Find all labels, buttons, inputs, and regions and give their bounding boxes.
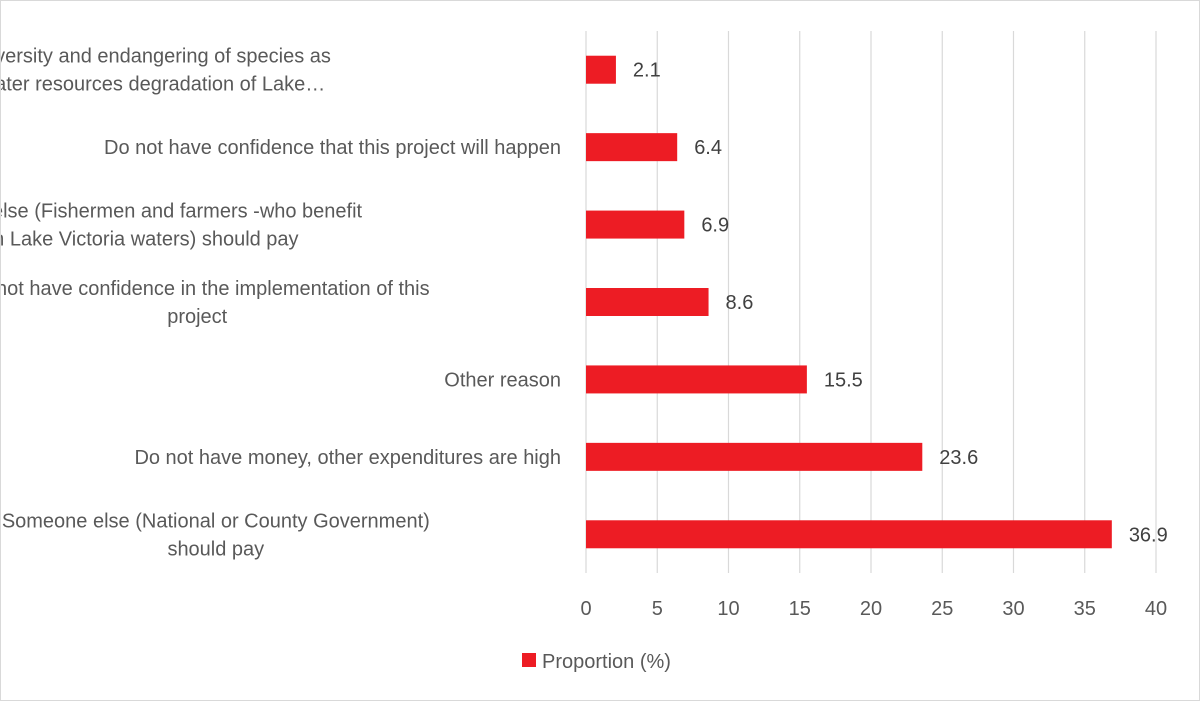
bar-1 [586,133,678,162]
category-label-3-line-0: Do not have confidence in the implementa… [1,278,430,300]
bar-6 [586,520,1112,549]
bar-4 [586,365,807,394]
category-label-5-line-0: Do not have money, other expenditures ar… [134,447,561,469]
x-tick-label-3: 15 [789,598,811,620]
data-label-6: 36.9 [1129,524,1168,546]
category-label-6-line-1: should pay [167,538,264,560]
category-label-5: Do not have money, other expenditures ar… [134,447,561,469]
x-tick-label-4: 20 [860,598,882,620]
x-tick-label-8: 40 [1145,598,1167,620]
data-label-5: 23.6 [939,447,978,469]
category-label-0-line-0: Declining biodiversity and endangering o… [1,46,331,68]
bar-2 [586,210,685,239]
bar-5 [586,442,923,471]
data-label-4: 15.5 [824,369,863,391]
category-label-0: Declining biodiversity and endangering o… [1,46,331,96]
x-tick-label-0: 0 [580,598,591,620]
legend: Proportion (%) [522,651,671,673]
category-label-4: Other reason [444,369,561,391]
x-axis-tick-labels: 0 5 10 15 20 25 30 35 40 [580,598,1167,620]
x-tick-label-2: 10 [717,598,739,620]
category-label-1-line-0: Do not have confidence that this project… [104,137,561,159]
bars [586,55,1112,549]
category-label-3: Do not have confidence in the implementa… [1,278,430,328]
category-labels: Declining biodiversity and endangering o… [1,46,561,561]
data-labels: 2.1 6.4 6.9 8.6 15.5 23.6 36.9 [633,60,1168,547]
x-tick-label-7: 35 [1074,598,1096,620]
data-label-0: 2.1 [633,60,661,82]
legend-swatch [522,653,536,667]
x-tick-label-5: 25 [931,598,953,620]
data-label-2: 6.9 [701,215,729,237]
category-label-2-line-0: Someone else (Fishermen and farmers -who… [1,201,363,223]
x-tick-label-6: 30 [1002,598,1024,620]
category-label-1: Do not have confidence that this project… [104,137,561,159]
category-label-3-line-1: project [167,306,227,328]
data-label-3: 8.6 [726,292,754,314]
category-label-0-line-1: the result of water resources degradatio… [1,74,325,96]
data-label-1: 6.4 [694,137,722,159]
legend-label: Proportion (%) [542,651,671,673]
bar-0 [586,55,616,84]
category-label-4-line-0: Other reason [444,369,561,391]
x-tick-label-1: 5 [652,598,663,620]
bar-3 [586,288,709,316]
category-label-2-line-1: from Lake Victoria waters) should pay [1,229,299,251]
gridlines [585,31,1157,573]
category-label-6-line-0: Someone else (National or County Governm… [2,510,430,532]
category-label-2: Someone else (Fishermen and farmers -who… [1,201,363,251]
category-label-6: Someone else (National or County Governm… [2,510,430,560]
